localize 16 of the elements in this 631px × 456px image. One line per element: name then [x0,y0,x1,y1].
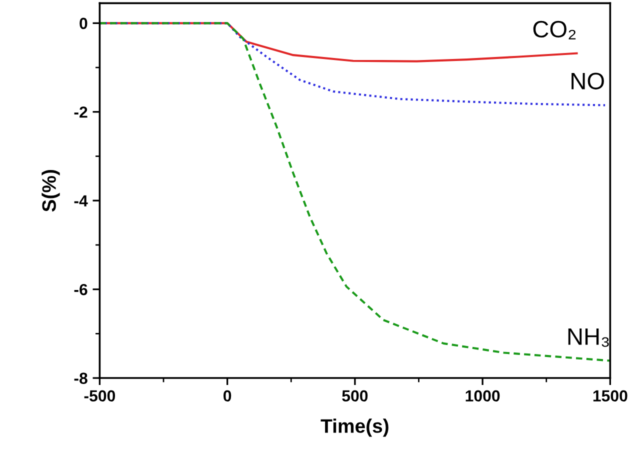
y-axis-title: S(%) [42,170,60,212]
y-tick-label: -8 [74,372,88,384]
series-label: CO₂ [533,20,576,40]
y-tick-label: -2 [74,106,88,118]
y-tick-label: -4 [74,195,88,206]
series-label: NO [572,72,604,90]
x-tick-label: -500 [84,390,116,402]
x-tick-label: 1500 [593,390,628,402]
x-tick-label: 1000 [466,390,500,402]
x-tick-label: 500 [342,390,368,402]
series-label: NH₃ [568,328,609,347]
x-tick-label: 0 [224,390,232,402]
x-axis-title: Time(s) [320,418,388,437]
line-series [100,22,610,362]
y-tick-label: -6 [74,284,88,296]
y-tick-label: 0 [80,18,88,30]
